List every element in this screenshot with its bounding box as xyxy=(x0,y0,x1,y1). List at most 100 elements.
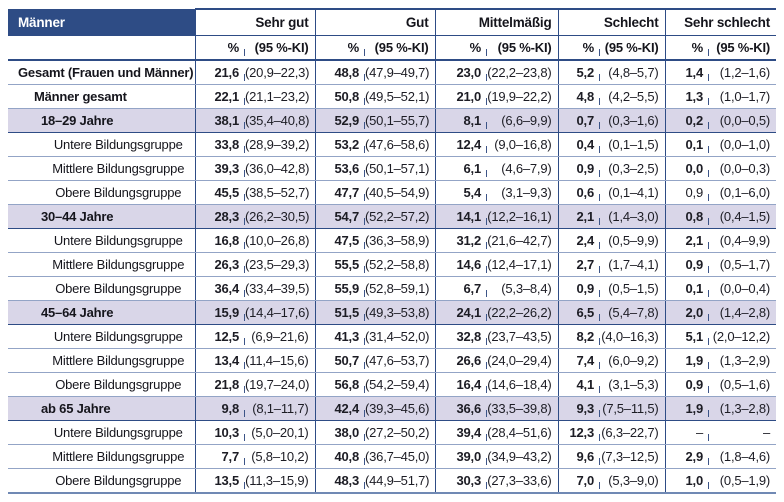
value-percent: 0,6 xyxy=(557,180,600,205)
value-percent: 52,9 xyxy=(314,108,365,133)
value-confidence-interval: (14,4–17,6) xyxy=(245,300,315,325)
column-header-schlecht: Schlecht xyxy=(557,8,666,36)
table-row: Obere Bildungsgruppe 13,5 (11,3–15,9) 48,3(… xyxy=(8,468,777,494)
value-confidence-interval: (50,1–57,1) xyxy=(365,156,435,181)
value-percent: 39,4 xyxy=(434,420,487,445)
value-confidence-interval: (34,9–43,2) xyxy=(487,444,558,469)
value-confidence-interval: (1,3–2,8) xyxy=(709,396,777,421)
value-confidence-interval: (4,2–5,5) xyxy=(600,84,666,109)
value-confidence-interval: (1,4–3,0) xyxy=(600,204,666,229)
value-confidence-interval: (26,2–30,5) xyxy=(245,204,315,229)
value-percent: 22,1 xyxy=(194,84,245,109)
value-confidence-interval: (31,4–52,0) xyxy=(365,324,435,349)
value-confidence-interval: (50,1–55,7) xyxy=(365,108,435,133)
value-percent: 36,4 xyxy=(194,276,245,301)
value-percent: 6,1 xyxy=(434,156,487,181)
value-confidence-interval: (5,4–7,8) xyxy=(600,300,666,325)
table-row: Obere Bildungsgruppe 45,5 (38,5–52,7) 47,7(… xyxy=(8,180,777,205)
value-percent: 12,5 xyxy=(194,324,245,349)
value-confidence-interval: (11,4–15,6) xyxy=(245,348,315,373)
value-percent: 21,8 xyxy=(194,372,245,397)
value-confidence-interval: (39,3–45,6) xyxy=(365,396,435,421)
value-confidence-interval: (52,2–57,2) xyxy=(365,204,435,229)
row-label: Untere Bildungsgruppe xyxy=(8,324,195,349)
value-confidence-interval: (6,3–22,7) xyxy=(600,420,666,445)
table-row: Mittlere Bildungsgruppe 7,7 (5,8–10,2) 40,8… xyxy=(8,444,777,469)
value-confidence-interval: (21,6–42,7) xyxy=(487,228,558,253)
value-confidence-interval: (49,3–53,8) xyxy=(365,300,435,325)
value-percent: 53,6 xyxy=(314,156,365,181)
subheader-ci: (95 %-KI) xyxy=(365,35,435,61)
subheader-percent: % xyxy=(314,35,365,61)
value-confidence-interval: (47,9–49,7) xyxy=(365,60,435,85)
value-confidence-interval: (3,1–5,3) xyxy=(600,372,666,397)
value-percent: 0,0 xyxy=(664,156,710,181)
value-confidence-interval: (47,6–58,6) xyxy=(365,132,435,157)
row-label: Untere Bildungsgruppe xyxy=(8,132,195,157)
value-confidence-interval: (27,2–50,2) xyxy=(365,420,435,445)
value-percent: 0,7 xyxy=(557,108,600,133)
value-confidence-interval: (1,8–4,6) xyxy=(709,444,777,469)
value-percent: 33,8 xyxy=(194,132,245,157)
subheader-percent: % xyxy=(434,35,487,61)
value-confidence-interval: (0,1–6,0) xyxy=(709,180,777,205)
value-percent: 55,5 xyxy=(314,252,365,277)
value-confidence-interval: (4,0–16,3) xyxy=(600,324,666,349)
value-confidence-interval: (0,4–9,9) xyxy=(709,228,777,253)
value-percent: 0,1 xyxy=(664,132,710,157)
value-percent: 0,2 xyxy=(664,108,710,133)
value-confidence-interval: (0,5–1,6) xyxy=(709,372,777,397)
value-confidence-interval: (19,7–24,0) xyxy=(245,372,315,397)
value-confidence-interval: (1,7–4,1) xyxy=(600,252,666,277)
value-percent: 30,3 xyxy=(434,468,487,494)
value-percent: 1,9 xyxy=(664,396,710,421)
value-percent: 0,9 xyxy=(557,276,600,301)
value-percent: 53,2 xyxy=(314,132,365,157)
value-percent: 32,8 xyxy=(434,324,487,349)
row-label: ab 65 Jahre xyxy=(8,396,195,421)
value-percent: 0,9 xyxy=(557,156,600,181)
value-percent: 1,4 xyxy=(664,60,710,85)
value-confidence-interval: (0,5–1,5) xyxy=(600,276,666,301)
value-percent: 5,4 xyxy=(434,180,487,205)
subheader-percent: % xyxy=(194,35,245,61)
value-confidence-interval: (0,5–1,9) xyxy=(709,468,777,494)
value-confidence-interval: (36,7–45,0) xyxy=(365,444,435,469)
value-percent: 5,2 xyxy=(557,60,600,85)
value-percent: 50,8 xyxy=(314,84,365,109)
value-percent: 36,6 xyxy=(434,396,487,421)
value-confidence-interval: (6,9–21,6) xyxy=(245,324,315,349)
value-percent: 26,6 xyxy=(434,348,487,373)
value-confidence-interval: (0,1–4,1) xyxy=(600,180,666,205)
value-percent: 10,3 xyxy=(194,420,245,445)
table-row: Gesamt (Frauen und Männer) 21,6 (20,9–22,3… xyxy=(8,60,777,85)
value-confidence-interval: (7,5–11,5) xyxy=(600,396,666,421)
table-row: Untere Bildungsgruppe 16,8 (10,0–26,8) 47,5… xyxy=(8,228,777,253)
value-percent: 16,4 xyxy=(434,372,487,397)
value-percent: 12,4 xyxy=(434,132,487,157)
value-confidence-interval: (20,9–22,3) xyxy=(245,60,315,85)
value-percent: 24,1 xyxy=(434,300,487,325)
table-row: Obere Bildungsgruppe 36,4 (33,4–39,5) 55,9(… xyxy=(8,276,777,301)
value-percent: 38,1 xyxy=(194,108,245,133)
value-confidence-interval: (22,2–23,8) xyxy=(487,60,558,85)
value-confidence-interval: (6,0–9,2) xyxy=(600,348,666,373)
table-row: Mittlere Bildungsgruppe 39,3 (36,0–42,8) 53… xyxy=(8,156,777,181)
subheader-ci: (95 %-KI) xyxy=(245,35,315,61)
row-label: Untere Bildungsgruppe xyxy=(8,420,195,445)
value-percent: 1,0 xyxy=(664,468,710,494)
value-percent: 14,1 xyxy=(434,204,487,229)
value-confidence-interval: (0,1–1,5) xyxy=(600,132,666,157)
value-confidence-interval: (0,0–0,3) xyxy=(709,156,777,181)
value-percent: 45,5 xyxy=(194,180,245,205)
value-percent: 28,3 xyxy=(194,204,245,229)
table-row: ab 65 Jahre 9,8 (8,1–11,7) 42,4 (39,3–45,6) 3… xyxy=(8,396,777,421)
value-confidence-interval: (5,3–8,4) xyxy=(487,276,558,301)
value-percent: 2,7 xyxy=(557,252,600,277)
value-confidence-interval: (4,8–5,7) xyxy=(600,60,666,85)
value-confidence-interval: (1,0–1,7) xyxy=(709,84,777,109)
value-confidence-interval: (0,4–1,5) xyxy=(709,204,777,229)
table-row: Untere Bildungsgruppe 10,3 (5,0–20,1) 38,0(… xyxy=(8,420,777,445)
value-confidence-interval: (40,5–54,9) xyxy=(365,180,435,205)
value-confidence-interval: (23,7–43,5) xyxy=(487,324,558,349)
